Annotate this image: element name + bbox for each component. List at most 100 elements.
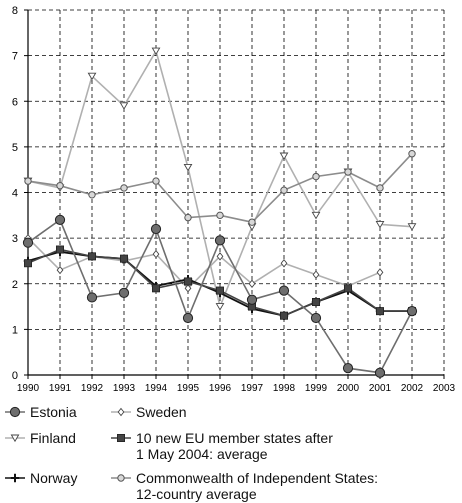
legend-label-estonia: Estonia bbox=[30, 404, 77, 420]
series-2-point-1995 bbox=[183, 163, 193, 172]
x-tick-label-2003: 2003 bbox=[433, 383, 456, 394]
series-0 bbox=[22, 214, 418, 378]
y-tick-label-3: 3 bbox=[12, 233, 18, 245]
x-tick-label-2001: 2001 bbox=[369, 383, 392, 394]
y-tick-label-4: 4 bbox=[12, 188, 18, 200]
legend-marker-0 bbox=[9, 406, 21, 418]
legend-item-cis-average: Commonwealth of Independent States: 12-c… bbox=[110, 470, 378, 502]
legend-symbol-cis-average bbox=[111, 474, 131, 482]
series-group bbox=[22, 47, 418, 378]
series-5-point-1994 bbox=[152, 177, 160, 185]
series-2-point-1993 bbox=[119, 102, 129, 110]
legend-marker-2 bbox=[10, 434, 20, 443]
x-tick-label-2002: 2002 bbox=[401, 383, 424, 394]
series-0-point-1994 bbox=[150, 223, 162, 235]
x-tick-label-1993: 1993 bbox=[113, 383, 136, 394]
legend-marker-4 bbox=[10, 473, 20, 483]
series-5-point-2002 bbox=[408, 150, 416, 158]
series-5-point-1996 bbox=[216, 211, 224, 220]
tick-labels: 0 1 2 3 4 5 6 7 8 1990 1991 1992 1993 1994 1995 1996 199… bbox=[12, 5, 456, 394]
y-tick-label-1: 1 bbox=[12, 324, 18, 336]
series-1-point-1994 bbox=[152, 249, 160, 259]
axes bbox=[24, 9, 445, 379]
y-tick-label-2: 2 bbox=[12, 279, 18, 291]
series-1-point-1995 bbox=[184, 284, 192, 293]
series-0-point-2002 bbox=[406, 306, 418, 317]
legend-marker-1 bbox=[117, 407, 125, 417]
series-1-point-1997 bbox=[248, 279, 256, 288]
legend-item-finland: Finland bbox=[4, 430, 76, 446]
legend-symbol-eu-average bbox=[111, 434, 131, 442]
series-0-point-2001 bbox=[374, 367, 386, 378]
x-tick-label-1990: 1990 bbox=[17, 383, 40, 394]
legend-label-norway: Norway bbox=[30, 470, 78, 486]
series-3-point-1990 bbox=[23, 259, 32, 268]
series-0-point-1991 bbox=[54, 214, 66, 225]
x-tick-label-1991: 1991 bbox=[49, 383, 72, 394]
legend-item-sweden: Sweden bbox=[110, 404, 187, 420]
y-tick-label-6: 6 bbox=[12, 96, 18, 108]
series-3-point-2001 bbox=[375, 307, 384, 316]
series-0-point-1997 bbox=[246, 294, 258, 305]
series-5-point-1995 bbox=[184, 213, 192, 222]
legend-label-finland: Finland bbox=[30, 430, 76, 446]
series-3-point-2000 bbox=[343, 284, 352, 293]
series-5-point-1999 bbox=[312, 172, 320, 181]
legend-symbol-estonia bbox=[5, 406, 25, 418]
y-tick-label-5: 5 bbox=[12, 142, 18, 154]
series-3-point-1996 bbox=[215, 286, 224, 295]
series-0-point-1999 bbox=[310, 312, 322, 324]
legend: Estonia Sweden Finland 10 new EU member … bbox=[0, 398, 462, 503]
series-2-point-1998 bbox=[279, 152, 289, 161]
y-tick-label-8: 8 bbox=[12, 5, 18, 17]
series-3-point-1995 bbox=[183, 277, 192, 286]
x-tick-label-1999: 1999 bbox=[305, 383, 328, 394]
series-1-point-1998 bbox=[280, 258, 288, 268]
x-tick-label-1994: 1994 bbox=[145, 383, 168, 394]
series-0-point-1995 bbox=[182, 312, 194, 324]
series-3-point-1991 bbox=[56, 245, 65, 254]
legend-marker-5 bbox=[117, 474, 125, 482]
series-0-point-2000 bbox=[342, 363, 354, 374]
series-2-point-1999 bbox=[311, 211, 321, 220]
x-tick-label-1997: 1997 bbox=[241, 383, 264, 394]
legend-item-norway: Norway bbox=[4, 470, 77, 486]
series-3-point-1993 bbox=[120, 254, 129, 263]
series-1 bbox=[24, 233, 384, 293]
legend-item-eu-average: 10 new EU member states after 1 May 2004… bbox=[110, 430, 333, 462]
series-0-point-1996 bbox=[214, 235, 226, 246]
series-3-point-1994 bbox=[151, 284, 160, 293]
series-1-point-2001 bbox=[376, 268, 384, 277]
series-5 bbox=[24, 150, 416, 226]
legend-symbol-norway bbox=[5, 473, 25, 483]
series-line-1 bbox=[27, 237, 381, 290]
series-1-point-1999 bbox=[312, 270, 320, 279]
series-2-point-2001 bbox=[375, 220, 385, 229]
series-5-point-2000 bbox=[344, 168, 352, 176]
legend-symbol-finland bbox=[5, 434, 25, 443]
legend-label-cis-average: Commonwealth of Independent States: 12-c… bbox=[136, 470, 379, 502]
series-5-point-2001 bbox=[376, 184, 384, 192]
series-5-point-1991 bbox=[56, 181, 64, 190]
series-2-point-1992 bbox=[87, 72, 97, 81]
x-tick-label-1995: 1995 bbox=[177, 383, 200, 394]
series-0-point-1990 bbox=[22, 237, 34, 248]
series-3-point-1999 bbox=[311, 297, 320, 306]
series-1-point-1996 bbox=[216, 252, 224, 261]
series-2-point-2002 bbox=[407, 223, 417, 231]
series-3-point-1992 bbox=[88, 252, 97, 261]
series-5-point-1990 bbox=[24, 177, 32, 185]
legend-label-sweden: Sweden bbox=[136, 404, 187, 420]
y-tick-label-7: 7 bbox=[12, 51, 18, 63]
line-chart: 0 1 2 3 4 5 6 7 8 1990 1991 1992 1993 1994 1995 1996 199… bbox=[12, 5, 456, 394]
series-5-point-1997 bbox=[248, 218, 256, 226]
y-tick-label-0: 0 bbox=[12, 370, 18, 382]
series-3-point-1998 bbox=[279, 311, 288, 320]
series-2-point-1994 bbox=[151, 47, 161, 56]
legend-label-eu-average: 10 new EU member states after 1 May 2004… bbox=[136, 430, 333, 462]
series-5-point-1993 bbox=[120, 184, 128, 192]
legend-item-estonia: Estonia bbox=[4, 404, 77, 420]
series-0-point-1992 bbox=[86, 292, 98, 303]
legend-symbol-sweden bbox=[111, 407, 131, 417]
series-5-point-1992 bbox=[88, 191, 96, 199]
